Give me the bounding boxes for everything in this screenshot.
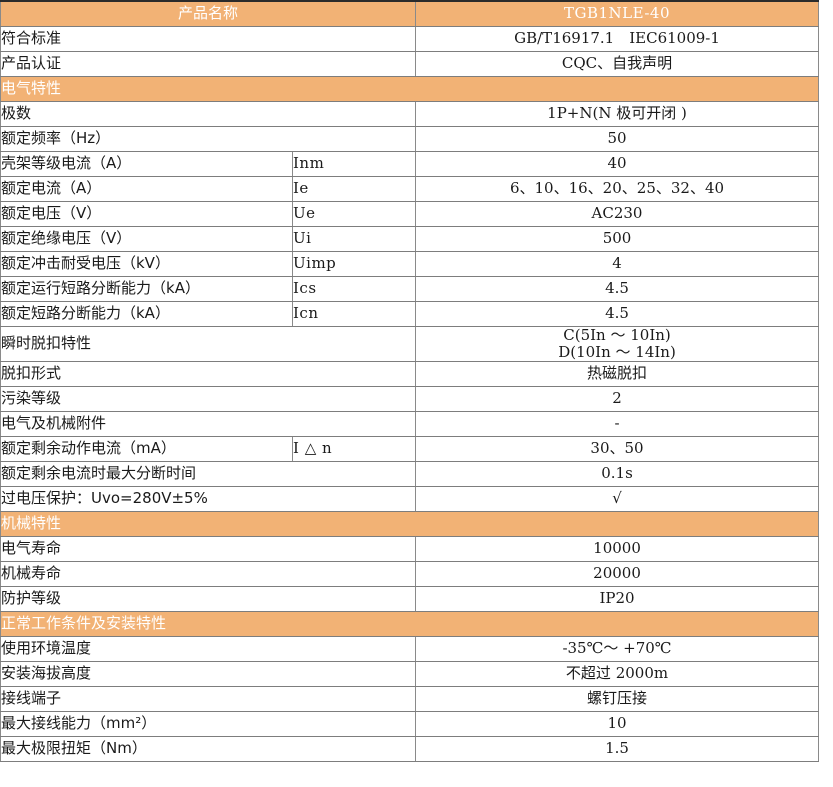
row-label: 额定电压（V）	[0, 200, 293, 227]
row-value: IP20	[415, 586, 820, 612]
row-value: AC230	[415, 200, 820, 227]
row-label: 电气及机械附件	[0, 411, 417, 437]
row-value: GB/T16917.1 IEC61009-1	[415, 25, 820, 52]
row-value: 1.5	[415, 736, 820, 762]
row-value: 热磁脱扣	[415, 361, 820, 387]
row-label: 符合标准	[0, 25, 417, 52]
table-row: 额定电流（A） Ie 6、10、16、20、25、32、40	[0, 175, 820, 202]
row-label: 壳架等级电流（A）	[0, 150, 293, 177]
row-symbol: Inm	[291, 150, 417, 177]
section-header-row: 正常工作条件及安装特性	[0, 611, 820, 637]
table-row: 符合标准 GB/T16917.1 IEC61009-1	[0, 25, 820, 52]
row-label: 最大接线能力（mm²）	[0, 711, 417, 737]
table-row: 机械寿命 20000	[0, 561, 820, 587]
table-row: 极数 1P+N(N 极可开闭 )	[0, 100, 820, 127]
row-symbol: Ie	[291, 175, 417, 202]
table-row: 污染等级 2	[0, 386, 820, 412]
row-value: 50	[415, 125, 820, 152]
table-row: 最大极限扭矩（Nm） 1.5	[0, 736, 820, 762]
product-name-header: 产品名称	[0, 0, 417, 27]
row-symbol: Ue	[291, 200, 417, 227]
table-row: 使用环境温度 -35℃～ +70℃	[0, 636, 820, 662]
row-value: 螺钉压接	[415, 686, 820, 712]
row-value-line: D(10In ～ 14In)	[558, 342, 676, 361]
row-label: 最大极限扭矩（Nm）	[0, 736, 417, 762]
row-label: 安装海拔高度	[0, 661, 417, 687]
row-symbol: Ui	[291, 225, 417, 252]
table-header-row: 产品名称 TGB1NLE-40	[0, 0, 820, 27]
row-value: -35℃～ +70℃	[415, 636, 820, 662]
table-row: 瞬时脱扣特性 C(5In ～ 10In) D(10In ～ 14In)	[0, 325, 820, 362]
table-row: 额定频率（Hz） 50	[0, 125, 820, 152]
table-row: 额定冲击耐受电压（kV） Uimp 4	[0, 250, 820, 277]
table-row: 额定剩余动作电流（mA） I △ n 30、50	[0, 436, 820, 462]
row-value: CQC、自我声明	[415, 50, 820, 77]
table-row: 额定短路分断能力（kA） Icn 4.5	[0, 300, 820, 327]
product-specification-table: 产品名称 TGB1NLE-40 符合标准 GB/T16917.1 IEC61009-1…	[0, 0, 820, 762]
row-value: 不超过 2000m	[415, 661, 820, 687]
row-label: 脱扣形式	[0, 361, 417, 387]
row-symbol: Uimp	[291, 250, 417, 277]
table-row: 最大接线能力（mm²） 10	[0, 711, 820, 737]
row-label: 极数	[0, 100, 417, 127]
row-label: 防护等级	[0, 586, 417, 612]
row-label: 电气寿命	[0, 536, 417, 562]
table-row: 过电压保护：Uvo=280V±5% √	[0, 486, 820, 512]
row-value: 20000	[415, 561, 820, 587]
row-value: 40	[415, 150, 820, 177]
row-value: 500	[415, 225, 820, 252]
row-value: 1P+N(N 极可开闭 )	[415, 100, 820, 127]
row-symbol: Ics	[291, 275, 417, 302]
row-value: 0.1s	[415, 461, 820, 487]
table-row: 额定电压（V） Ue AC230	[0, 200, 820, 227]
row-label: 瞬时脱扣特性	[0, 325, 417, 362]
row-label: 额定电流（A）	[0, 175, 293, 202]
row-label: 污染等级	[0, 386, 417, 412]
row-value: √	[415, 486, 820, 512]
row-label: 额定绝缘电压（V）	[0, 225, 293, 252]
row-value: 10000	[415, 536, 820, 562]
row-value: -	[415, 411, 820, 437]
row-label: 接线端子	[0, 686, 417, 712]
table-row: 产品认证 CQC、自我声明	[0, 50, 820, 77]
row-label: 额定剩余动作电流（mA）	[0, 436, 293, 462]
spec-table-body: 产品名称 TGB1NLE-40 符合标准 GB/T16917.1 IEC61009-1…	[0, 0, 820, 762]
row-label: 产品认证	[0, 50, 417, 77]
row-label: 额定冲击耐受电压（kV）	[0, 250, 293, 277]
product-model-header: TGB1NLE-40	[415, 0, 820, 27]
table-row: 脱扣形式 热磁脱扣	[0, 361, 820, 387]
row-label: 额定运行短路分断能力（kA）	[0, 275, 293, 302]
row-label: 额定剩余电流时最大分断时间	[0, 461, 417, 487]
row-value: 30、50	[415, 436, 820, 462]
table-row: 安装海拔高度 不超过 2000m	[0, 661, 820, 687]
row-value-line: C(5In ～ 10In)	[563, 325, 671, 344]
row-label: 额定频率（Hz）	[0, 125, 417, 152]
section-title: 正常工作条件及安装特性	[0, 611, 820, 637]
section-header-row: 电气特性	[0, 75, 820, 102]
table-row: 电气及机械附件 -	[0, 411, 820, 437]
table-row: 额定剩余电流时最大分断时间 0.1s	[0, 461, 820, 487]
table-row: 电气寿命 10000	[0, 536, 820, 562]
table-row: 额定运行短路分断能力（kA） Ics 4.5	[0, 275, 820, 302]
row-label: 额定短路分断能力（kA）	[0, 300, 293, 327]
row-value: 4.5	[415, 300, 820, 327]
table-row: 壳架等级电流（A） Inm 40	[0, 150, 820, 177]
row-label: 机械寿命	[0, 561, 417, 587]
table-row: 额定绝缘电压（V） Ui 500	[0, 225, 820, 252]
row-label: 过电压保护：Uvo=280V±5%	[0, 486, 417, 512]
row-value: 6、10、16、20、25、32、40	[415, 175, 820, 202]
row-value: 10	[415, 711, 820, 737]
row-value: 4	[415, 250, 820, 277]
section-title: 电气特性	[0, 75, 820, 102]
section-header-row: 机械特性	[0, 511, 820, 537]
table-row: 防护等级 IP20	[0, 586, 820, 612]
row-value: 4.5	[415, 275, 820, 302]
row-value: 2	[415, 386, 820, 412]
section-title: 机械特性	[0, 511, 820, 537]
row-value: C(5In ～ 10In) D(10In ～ 14In)	[415, 325, 820, 362]
row-label: 使用环境温度	[0, 636, 417, 662]
table-row: 接线端子 螺钉压接	[0, 686, 820, 712]
row-symbol: Icn	[291, 300, 417, 327]
row-symbol: I △ n	[291, 436, 417, 462]
